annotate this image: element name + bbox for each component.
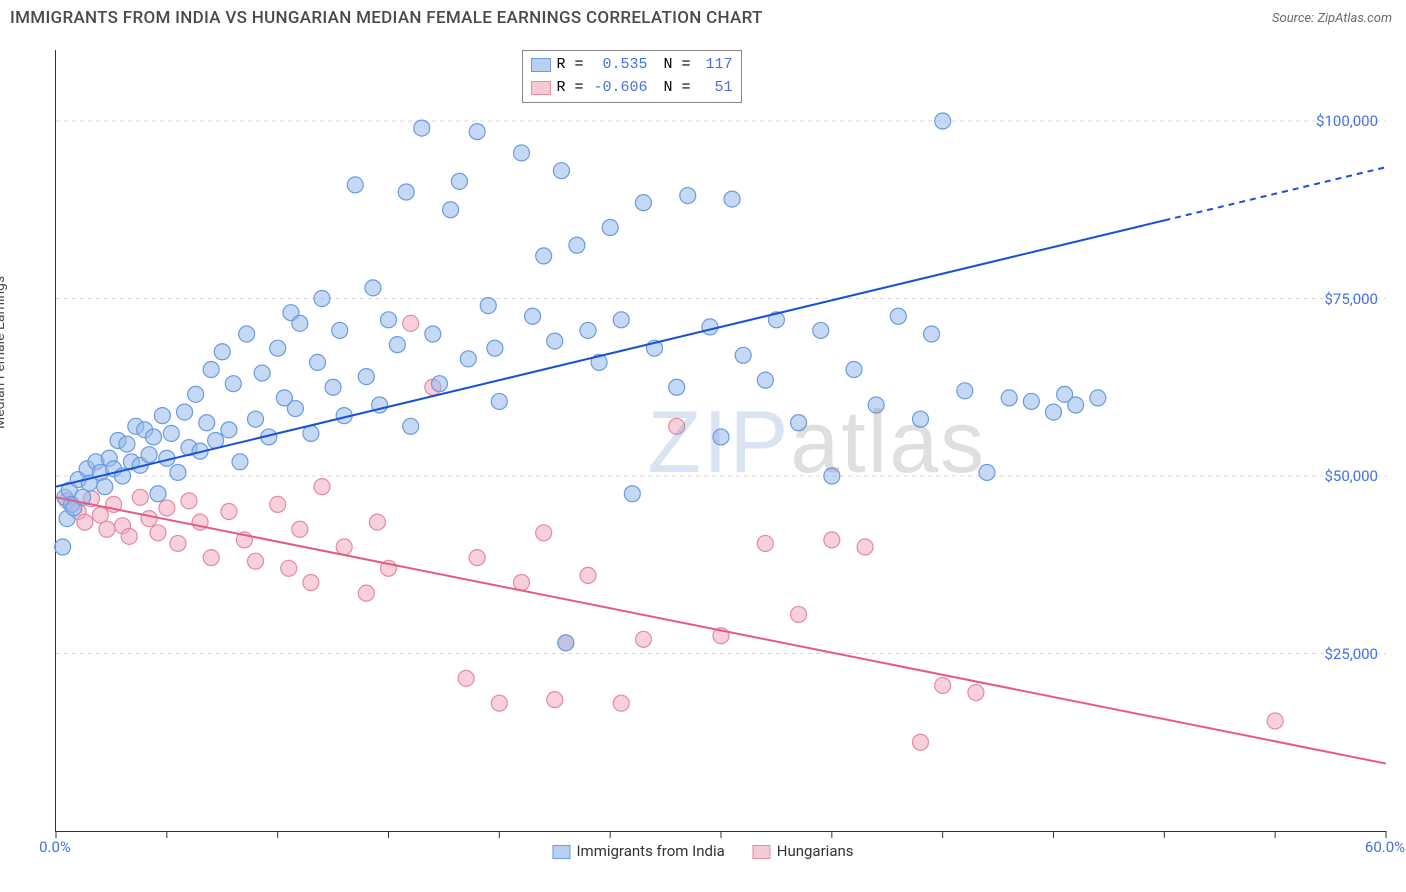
- legend-label: Hungarians: [777, 842, 854, 860]
- source-name: ZipAtlas.com: [1317, 11, 1392, 26]
- n-value: 117: [697, 54, 733, 77]
- n-value: 51: [697, 77, 733, 100]
- legend-item: Immigrants from India: [552, 842, 724, 860]
- plot-svg: [56, 50, 1386, 831]
- chart-header: IMMIGRANTS FROM INDIA VS HUNGARIAN MEDIA…: [0, 0, 1406, 32]
- y-tick-label: $100,000: [1316, 112, 1378, 130]
- y-tick-label: $75,000: [1324, 290, 1378, 308]
- legend-swatch: [531, 81, 551, 95]
- series-legend: Immigrants from India Hungarians: [552, 842, 853, 860]
- correlation-legend: R = 0.535 N = 117 R = -0.606 N = 51: [522, 50, 742, 103]
- x-tick-label: 60.0%: [1365, 838, 1405, 856]
- r-value: 0.535: [590, 54, 648, 77]
- legend-item: Hungarians: [753, 842, 854, 860]
- legend-row: R = -0.606 N = 51: [531, 77, 733, 100]
- r-label: R =: [557, 77, 584, 100]
- y-axis-label: Median Female Earnings: [0, 276, 8, 429]
- chart-title: IMMIGRANTS FROM INDIA VS HUNGARIAN MEDIA…: [10, 8, 763, 28]
- legend-row: R = 0.535 N = 117: [531, 54, 733, 77]
- r-value: -0.606: [590, 77, 648, 100]
- source-attribution: Source: ZipAtlas.com: [1272, 11, 1392, 26]
- x-tick-label: 0.0%: [39, 838, 71, 856]
- chart-container: Median Female Earnings ZIPatlas R = 0.53…: [10, 40, 1396, 882]
- legend-swatch: [531, 58, 551, 72]
- legend-swatch: [552, 845, 570, 859]
- legend-swatch: [753, 845, 771, 859]
- y-tick-label: $50,000: [1324, 467, 1378, 485]
- legend-label: Immigrants from India: [576, 842, 724, 860]
- r-label: R =: [557, 54, 584, 77]
- plot-area: ZIPatlas R = 0.535 N = 117 R = -0.606 N …: [55, 50, 1386, 832]
- n-label: N =: [664, 77, 691, 100]
- y-tick-label: $25,000: [1324, 645, 1378, 663]
- n-label: N =: [664, 54, 691, 77]
- source-label: Source:: [1272, 11, 1317, 26]
